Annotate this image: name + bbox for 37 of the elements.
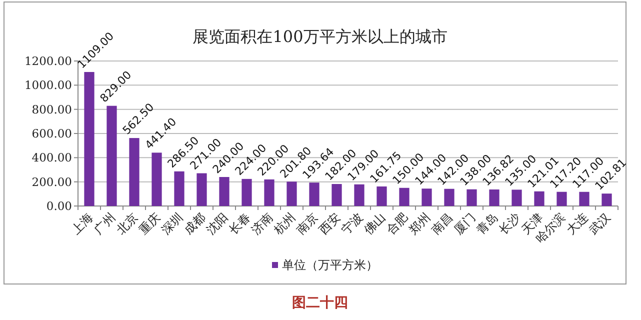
text: 图二十四 bbox=[292, 295, 348, 311]
bar bbox=[602, 194, 612, 206]
y-tick-label: 1200.00 bbox=[24, 54, 72, 68]
y-tick-label: 200.00 bbox=[32, 174, 72, 189]
bar bbox=[309, 182, 320, 206]
bar bbox=[129, 138, 140, 206]
chart-title: 展览面积在100万平方米以上的城市 bbox=[192, 27, 448, 46]
bar bbox=[196, 173, 207, 206]
bar bbox=[512, 190, 522, 206]
bar bbox=[422, 188, 432, 206]
x-tick-label: 沈阳 bbox=[204, 210, 230, 238]
bar bbox=[332, 184, 342, 206]
y-tick-label: 0.00 bbox=[46, 199, 72, 213]
bar bbox=[242, 178, 252, 206]
bar bbox=[556, 192, 567, 206]
bar bbox=[84, 72, 94, 206]
y-tick-label: 800.00 bbox=[32, 102, 72, 116]
bar bbox=[286, 182, 297, 206]
bar bbox=[264, 179, 274, 206]
y-tick-label: 400.00 bbox=[32, 150, 72, 165]
bar bbox=[152, 152, 162, 206]
bar bbox=[106, 106, 117, 206]
bar bbox=[354, 184, 364, 206]
y-tick-label: 1000.00 bbox=[24, 78, 72, 92]
x-tick-label: 深圳 bbox=[158, 210, 186, 238]
bar bbox=[219, 177, 230, 206]
bar bbox=[579, 192, 590, 206]
bar bbox=[489, 189, 500, 206]
bar bbox=[174, 171, 184, 206]
y-tick-label: 600.00 bbox=[32, 126, 72, 140]
bar bbox=[534, 191, 544, 206]
legend-label: 单位（万平方米） bbox=[282, 258, 378, 272]
bar bbox=[376, 186, 387, 206]
x-tick-label: 济南 bbox=[248, 210, 276, 238]
bar bbox=[399, 188, 410, 206]
bar bbox=[444, 188, 454, 206]
bar bbox=[466, 189, 477, 206]
